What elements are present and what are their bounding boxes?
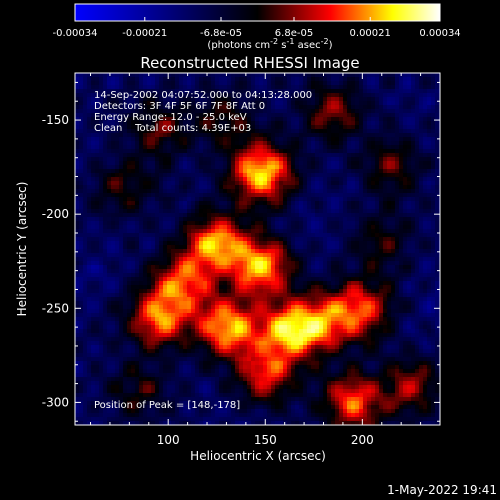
annotation-energy: Energy Range: 12.0 - 25.0 keV xyxy=(94,112,247,123)
annotation-clean: Clean Total counts: 4.39E+03 xyxy=(94,123,251,134)
heatmap-area xyxy=(74,72,441,426)
colorbar: -0.00034 -0.00021 -6.8e-05 6.8e-05 0.00021 0.… xyxy=(53,3,461,51)
annotation-time: 14-Sep-2002 04:07:52.000 to 04:13:28.000 xyxy=(94,90,312,101)
annotation-detectors: Detectors: 3F 4F 5F 6F 7F 8F Att 0 xyxy=(94,101,265,112)
y-axis-ticks: -150 -200 -250 -300 xyxy=(42,81,440,422)
x-axis-label: Heliocentric X (arcsec) xyxy=(190,449,326,463)
x-tick-label: 100 xyxy=(157,433,180,447)
annotation-peak: Position of Peak = [148,-178] xyxy=(94,400,240,411)
y-tick-label: -200 xyxy=(42,207,69,221)
annotations: 14-Sep-2002 04:07:52.000 to 04:13:28.000… xyxy=(94,90,312,411)
x-tick-label: 200 xyxy=(351,433,374,447)
x-tick-label: 150 xyxy=(254,433,277,447)
chart-title: Reconstructed RHESSI Image xyxy=(140,54,359,72)
colorbar-tick-label: -0.00034 xyxy=(53,28,98,39)
y-axis-label: Heliocentric Y (arcsec) xyxy=(15,182,29,317)
colorbar-tick-label: 0.00034 xyxy=(419,28,460,39)
footer-timestamp: 1-May-2022 19:41 xyxy=(387,483,497,497)
heatmap-canvas xyxy=(75,73,440,425)
colorbar-frame xyxy=(74,3,441,22)
colorbar-tick-label: -6.8e-05 xyxy=(200,28,242,39)
x-axis-ticks: 100 150 200 xyxy=(90,73,441,447)
colorbar-tick-label: 0.00021 xyxy=(350,28,391,39)
colorbar-tick-label: -0.00021 xyxy=(122,28,167,39)
colorbar-unit-label: (photons cm-2 s-1 asec-2) xyxy=(207,37,332,51)
y-tick-label: -300 xyxy=(42,395,69,409)
colorbar-ticks: -0.00034 -0.00021 -6.8e-05 6.8e-05 0.00021 0.… xyxy=(53,17,461,39)
y-tick-label: -150 xyxy=(42,113,69,127)
colorbar-tick-label: 6.8e-05 xyxy=(275,28,313,39)
plot-frame xyxy=(74,72,441,426)
colorbar-gradient xyxy=(75,4,440,21)
y-tick-label: -250 xyxy=(42,301,69,315)
